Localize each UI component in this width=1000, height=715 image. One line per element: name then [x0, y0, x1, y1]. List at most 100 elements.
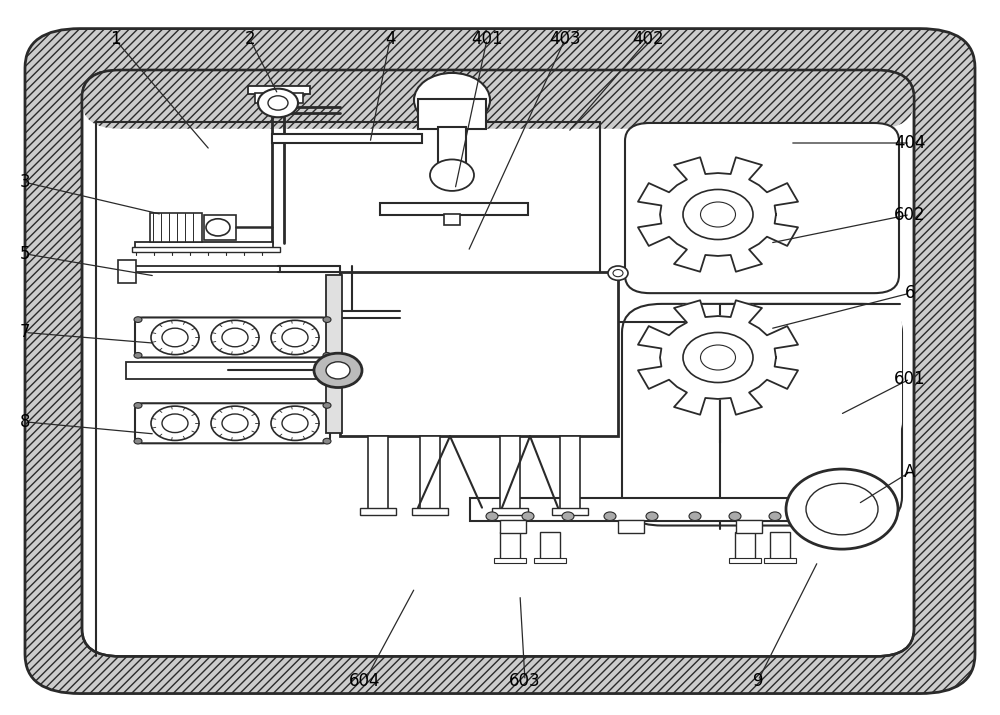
FancyBboxPatch shape — [82, 70, 914, 656]
Bar — [360, 508, 396, 515]
FancyBboxPatch shape — [25, 29, 975, 694]
Circle shape — [211, 406, 259, 440]
Bar — [540, 532, 560, 559]
Bar — [204, 214, 236, 240]
Text: 1: 1 — [110, 30, 120, 49]
Bar — [135, 266, 280, 272]
Text: 7: 7 — [20, 323, 30, 342]
Circle shape — [222, 328, 248, 347]
Circle shape — [151, 406, 199, 440]
Bar — [444, 214, 460, 225]
Bar — [560, 436, 580, 509]
Circle shape — [326, 362, 350, 379]
Polygon shape — [638, 157, 798, 272]
Text: 401: 401 — [471, 30, 503, 49]
Circle shape — [522, 512, 534, 521]
Text: 4: 4 — [385, 30, 395, 49]
Circle shape — [323, 438, 331, 444]
Circle shape — [689, 512, 701, 521]
Bar — [552, 508, 588, 515]
Bar — [418, 99, 486, 129]
Bar — [729, 558, 761, 563]
Bar — [272, 134, 422, 143]
Bar — [438, 127, 466, 172]
Bar — [618, 520, 644, 533]
Text: 6: 6 — [905, 284, 915, 302]
Bar — [340, 272, 618, 436]
Circle shape — [729, 512, 741, 521]
Bar — [770, 532, 790, 559]
Circle shape — [268, 96, 288, 110]
Circle shape — [430, 159, 474, 191]
Polygon shape — [638, 300, 798, 415]
Text: 3: 3 — [20, 173, 30, 192]
Bar — [118, 260, 136, 283]
Circle shape — [486, 512, 498, 521]
Text: 602: 602 — [894, 205, 926, 224]
Circle shape — [414, 73, 490, 127]
Circle shape — [271, 320, 319, 355]
Bar — [326, 275, 342, 433]
Bar — [368, 436, 388, 509]
Text: 2: 2 — [245, 30, 255, 49]
FancyBboxPatch shape — [82, 70, 914, 129]
Circle shape — [786, 469, 898, 549]
FancyBboxPatch shape — [135, 317, 330, 358]
Text: 5: 5 — [20, 245, 30, 263]
Circle shape — [162, 328, 188, 347]
Circle shape — [683, 189, 753, 240]
Circle shape — [134, 352, 142, 358]
Bar — [255, 93, 303, 103]
Circle shape — [769, 512, 781, 521]
Text: 404: 404 — [894, 134, 926, 152]
Bar — [500, 436, 520, 509]
Bar — [420, 436, 440, 509]
Bar — [492, 508, 528, 515]
FancyBboxPatch shape — [622, 304, 902, 526]
Bar — [500, 532, 520, 559]
Circle shape — [134, 403, 142, 408]
Circle shape — [314, 353, 362, 388]
Text: 402: 402 — [632, 30, 664, 49]
Text: 8: 8 — [20, 413, 30, 431]
Circle shape — [613, 270, 623, 277]
Bar — [380, 203, 528, 214]
Bar — [248, 86, 310, 94]
Circle shape — [608, 266, 628, 280]
Text: 603: 603 — [509, 671, 541, 690]
Circle shape — [282, 328, 308, 347]
Circle shape — [323, 403, 331, 408]
Circle shape — [604, 512, 616, 521]
FancyBboxPatch shape — [720, 304, 902, 443]
Circle shape — [646, 512, 658, 521]
Bar — [735, 532, 755, 559]
Bar — [534, 558, 566, 563]
Circle shape — [683, 332, 753, 383]
Circle shape — [162, 414, 188, 433]
Bar — [470, 498, 822, 521]
Bar — [132, 247, 280, 252]
Bar — [412, 508, 448, 515]
FancyBboxPatch shape — [625, 123, 899, 293]
Text: 403: 403 — [549, 30, 581, 49]
Circle shape — [282, 414, 308, 433]
Circle shape — [134, 438, 142, 444]
Bar — [135, 242, 273, 249]
Circle shape — [151, 320, 199, 355]
Text: 604: 604 — [349, 671, 381, 690]
Text: A: A — [904, 463, 916, 481]
Circle shape — [211, 320, 259, 355]
Circle shape — [222, 414, 248, 433]
Circle shape — [700, 345, 736, 370]
Circle shape — [562, 512, 574, 521]
Circle shape — [258, 89, 298, 117]
Bar — [126, 362, 351, 379]
Circle shape — [323, 352, 331, 358]
Circle shape — [806, 483, 878, 535]
Bar — [150, 213, 202, 242]
Bar — [500, 520, 526, 533]
Circle shape — [206, 219, 230, 236]
Bar — [736, 520, 762, 533]
Circle shape — [700, 202, 736, 227]
Circle shape — [271, 406, 319, 440]
